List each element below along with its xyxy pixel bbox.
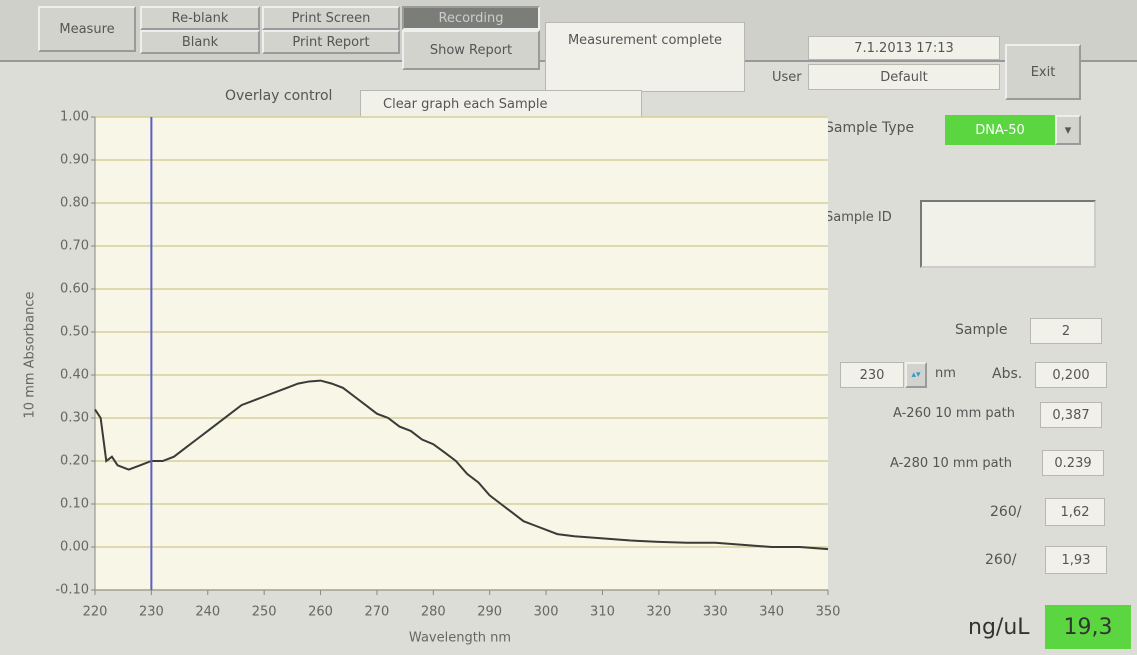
concentration-value: 19,3 [1045, 605, 1131, 649]
y-tick-label: 0.00 [60, 540, 89, 555]
overlay-dropdown[interactable]: Clear graph each Sample [360, 90, 642, 118]
sample-id-input[interactable] [920, 200, 1096, 268]
x-tick-label: 330 [703, 605, 728, 620]
ratio2-value: 1,93 [1045, 546, 1107, 574]
y-tick-label: 0.30 [60, 411, 89, 426]
a280-label: A-280 10 mm path [890, 456, 1012, 471]
x-tick-label: 240 [195, 605, 220, 620]
lambda-unit: nm [935, 366, 956, 381]
measure-button[interactable]: Measure [38, 6, 136, 52]
sample-label: Sample [955, 322, 1008, 338]
x-tick-label: 220 [83, 605, 108, 620]
print-screen-button[interactable]: Print Screen [262, 6, 400, 30]
a260-label: A-260 10 mm path [893, 406, 1015, 421]
abs-value: 0,200 [1035, 362, 1107, 388]
reblank-button[interactable]: Re-blank [140, 6, 260, 30]
y-tick-label: 0.40 [60, 368, 89, 383]
ratio2-label: 260/ [985, 552, 1016, 568]
sample-value: 2 [1030, 318, 1102, 344]
sample-type-label: Sample Type [825, 120, 914, 136]
plot-area [95, 117, 828, 590]
x-tick-label: 290 [477, 605, 502, 620]
y-tick-label: 0.90 [60, 153, 89, 168]
x-tick-label: 230 [139, 605, 164, 620]
a260-value: 0,387 [1040, 402, 1102, 428]
y-tick-label: 0.60 [60, 282, 89, 297]
abs-label: Abs. [992, 366, 1022, 382]
x-tick-label: 320 [646, 605, 671, 620]
x-tick-label: 340 [759, 605, 784, 620]
y-tick-label: 0.10 [60, 497, 89, 512]
ratio1-value: 1,62 [1045, 498, 1105, 526]
y-tick-label: -0.10 [55, 583, 89, 598]
spectrum-line [95, 381, 828, 550]
sample-type-arrow[interactable]: ▾ [1055, 115, 1081, 145]
status-box: Measurement complete [545, 22, 745, 92]
x-tick-label: 250 [252, 605, 277, 620]
datetime-box: 7.1.2013 17:13 [808, 36, 1000, 60]
y-tick-label: 1.00 [60, 110, 89, 125]
recording-button[interactable]: Recording [402, 6, 540, 30]
concentration-label: ng/uL [968, 615, 1030, 640]
y-tick-label: 0.80 [60, 196, 89, 211]
x-tick-label: 270 [365, 605, 390, 620]
y-tick-label: 0.70 [60, 239, 89, 254]
lambda-input[interactable]: 230 [840, 362, 904, 388]
x-tick-label: 350 [816, 605, 841, 620]
sample-id-label: Sample ID [825, 210, 892, 225]
app-window: Measure Re-blank Blank Print Screen Prin… [0, 0, 1137, 655]
exit-button[interactable]: Exit [1005, 44, 1081, 100]
user-box: Default [808, 64, 1000, 90]
x-tick-label: 260 [308, 605, 333, 620]
ratio1-label: 260/ [990, 504, 1021, 520]
blank-button[interactable]: Blank [140, 30, 260, 54]
x-tick-label: 300 [534, 605, 559, 620]
x-tick-label: 310 [590, 605, 615, 620]
lambda-label: λ [820, 366, 828, 381]
user-label: User [772, 70, 802, 85]
show-report-button[interactable]: Show Report [402, 30, 540, 70]
a280-value: 0.239 [1042, 450, 1104, 476]
overlay-label: Overlay control [225, 88, 332, 104]
y-axis-title: 10 mm Absorbance [23, 292, 38, 419]
lambda-spinner[interactable]: ▴▾ [905, 362, 927, 388]
y-tick-label: 0.50 [60, 325, 89, 340]
sample-type-dropdown[interactable]: DNA-50 [945, 115, 1055, 145]
x-tick-label: 280 [421, 605, 446, 620]
x-axis-title: Wavelength nm [409, 631, 511, 646]
y-tick-label: 0.20 [60, 454, 89, 469]
print-report-button[interactable]: Print Report [262, 30, 400, 54]
